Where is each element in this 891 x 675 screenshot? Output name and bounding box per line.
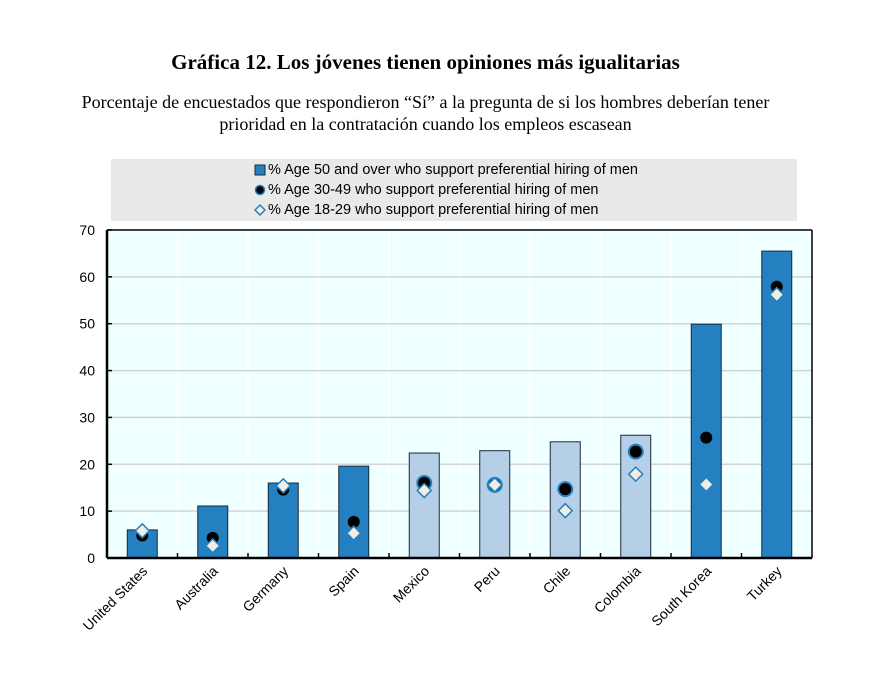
bar — [549, 441, 581, 559]
marker-diamond — [627, 466, 644, 483]
chart-title: Gráfica 12. Los jóvenes tienen opiniones… — [171, 50, 680, 74]
marker-diamond — [698, 476, 715, 493]
y-tick-label: 10 — [79, 503, 95, 519]
marker-diamond — [486, 476, 503, 493]
legend-square-icon — [254, 163, 266, 177]
y-tick-label: 50 — [79, 316, 95, 332]
x-category-label: Turkey — [744, 563, 785, 604]
y-tick-label: 40 — [79, 363, 95, 379]
marker-diamond — [134, 522, 151, 539]
legend-label: % Age 30-49 who support preferential hir… — [268, 182, 599, 198]
bar — [338, 465, 370, 559]
marker-diamond — [768, 286, 785, 303]
x-category-label: United States — [80, 563, 151, 634]
x-category-label: Germany — [239, 563, 291, 615]
bar — [408, 452, 440, 559]
x-category-label: Spain — [325, 563, 362, 600]
legend-label: % Age 18-29 who support preferential hir… — [268, 202, 599, 218]
legend: % Age 50 and over who support preferenti… — [111, 159, 797, 221]
marker-circle — [698, 429, 715, 446]
marker-diamond — [416, 482, 433, 499]
marker-diamond — [204, 537, 221, 554]
marker-circle — [627, 443, 644, 460]
legend-item-age-50-plus: % Age 50 and over who support preferenti… — [254, 160, 638, 180]
x-category-label: Colombia — [591, 563, 644, 616]
bar — [479, 450, 511, 559]
legend-label: % Age 50 and over who support preferenti… — [268, 162, 638, 178]
y-tick-label: 20 — [79, 456, 95, 472]
marker-circle — [557, 481, 574, 498]
legend-item-age-18-29: % Age 18-29 who support preferential hir… — [253, 200, 599, 220]
subtitle-line-1: Porcentaje de encuestados que respondier… — [81, 92, 770, 112]
y-tick-label: 30 — [79, 409, 95, 425]
subtitle-line-2: prioridad en la contratación cuando los … — [219, 114, 632, 134]
y-tick-label: 70 — [79, 222, 95, 238]
x-category-label: Mexico — [390, 563, 433, 606]
x-category-label: Peru — [471, 563, 503, 595]
y-tick-label: 60 — [79, 269, 95, 285]
chart-subtitle: Porcentaje de encuestados que respondier… — [0, 91, 851, 135]
marker-diamond — [275, 477, 292, 494]
legend-diamond-icon — [253, 203, 267, 217]
x-category-label: Australia — [171, 563, 221, 613]
marker-diamond — [345, 525, 362, 542]
y-tick-label: 0 — [87, 550, 95, 566]
x-category-label: Chile — [539, 563, 573, 597]
legend-circle-icon — [254, 183, 266, 197]
x-category-label: South Korea — [648, 563, 715, 630]
legend-item-age-30-49: % Age 30-49 who support preferential hir… — [254, 180, 598, 200]
marker-diamond — [557, 502, 574, 519]
